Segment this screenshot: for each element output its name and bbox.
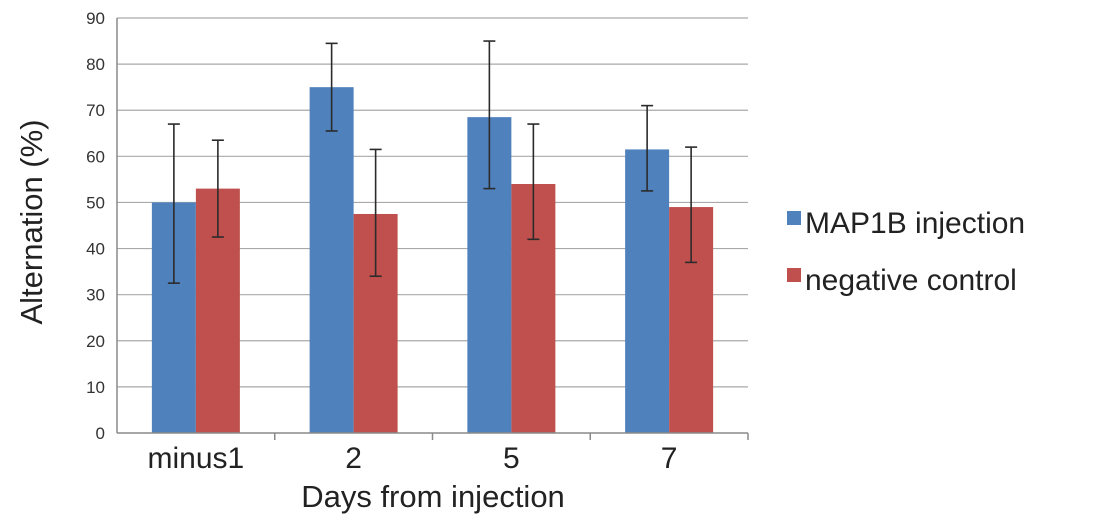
x-tick-label: 5 bbox=[503, 442, 520, 475]
bars bbox=[151, 87, 714, 434]
y-tick-label: 60 bbox=[86, 147, 105, 166]
axes bbox=[116, 18, 749, 440]
y-tick-label: 0 bbox=[96, 424, 105, 443]
legend-swatch-control bbox=[787, 268, 801, 282]
error-bar bbox=[641, 104, 654, 192]
error-bar bbox=[167, 123, 180, 284]
x-axis-title: Days from injection bbox=[301, 479, 565, 514]
y-tick-label: 70 bbox=[86, 101, 105, 120]
error-bar bbox=[369, 148, 382, 278]
legend-label-control: negative control bbox=[805, 264, 1017, 297]
y-tick-label: 40 bbox=[86, 240, 105, 259]
legend-swatch-map1b bbox=[787, 211, 801, 225]
x-tick-label: 2 bbox=[345, 442, 362, 475]
tick-labels: 0 10 20 30 40 50 60 70 80 90 minus1 2 5 7 bbox=[86, 9, 677, 475]
y-tick-label: 10 bbox=[86, 378, 105, 397]
error-bar bbox=[325, 42, 338, 132]
error-bar bbox=[685, 146, 698, 264]
y-tick-label: 90 bbox=[86, 9, 105, 28]
error-bars bbox=[167, 40, 698, 284]
error-bar bbox=[483, 40, 496, 190]
x-tick-label: 7 bbox=[661, 442, 678, 475]
legend-label-map1b: MAP1B injection bbox=[805, 207, 1025, 240]
error-bar bbox=[211, 139, 224, 238]
y-tick-label: 50 bbox=[86, 193, 105, 212]
bar-map1b bbox=[309, 87, 354, 434]
legend: MAP1B injection negative control bbox=[787, 207, 1025, 297]
y-tick-label: 80 bbox=[86, 55, 105, 74]
y-tick-label: 20 bbox=[86, 332, 105, 351]
bar-map1b bbox=[625, 149, 670, 433]
y-tick-label: 30 bbox=[86, 286, 105, 305]
x-tick-label: minus1 bbox=[148, 442, 245, 475]
error-bar bbox=[527, 123, 540, 241]
y-axis-title: Alternation (%) bbox=[14, 119, 49, 324]
